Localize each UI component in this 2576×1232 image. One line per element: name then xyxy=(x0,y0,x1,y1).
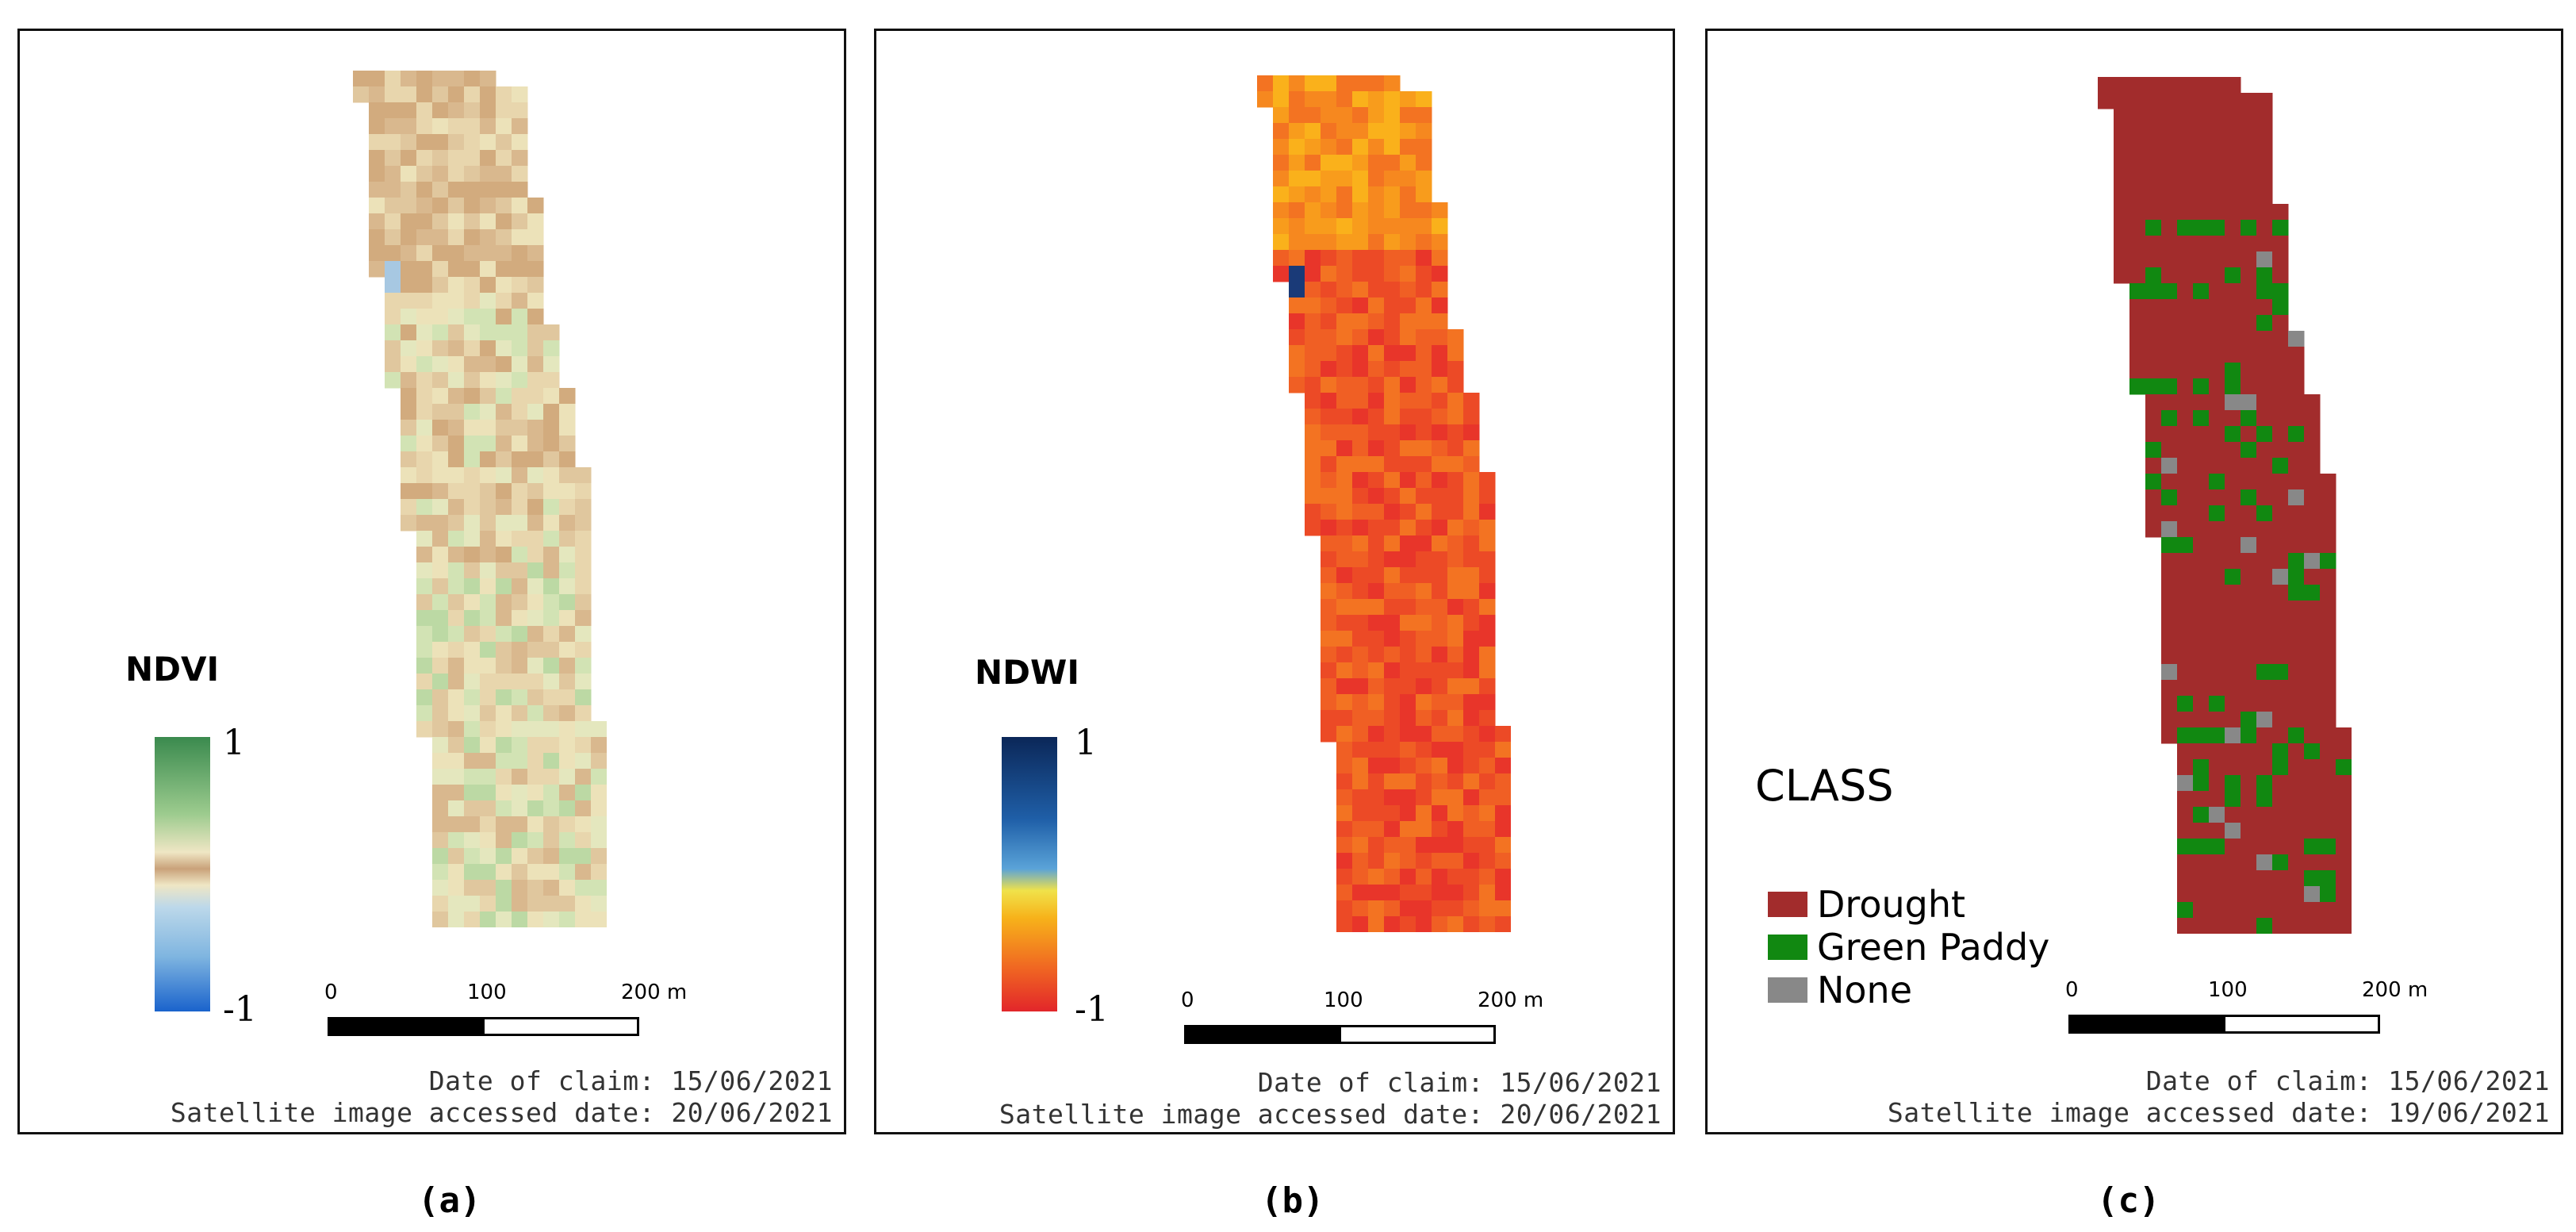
scale-segment-black xyxy=(2068,1015,2225,1034)
accessed-date: Satellite image accessed date: 20/06/202… xyxy=(170,1097,833,1128)
scale-label-200: 200 m xyxy=(2362,978,2428,1002)
legend-min-label: -1 xyxy=(223,989,257,1030)
class-map-panel: CLASS Drought Green Paddy None 0 100 200… xyxy=(1705,29,2563,1134)
scale-label-200: 200 m xyxy=(1478,988,1544,1012)
drought-swatch xyxy=(1768,892,1807,917)
accessed-date: Satellite image accessed date: 20/06/202… xyxy=(999,1099,1662,1130)
ndwi-raster xyxy=(1257,75,1511,932)
caption-c: (c) xyxy=(2097,1180,2160,1221)
date-of-claim: Date of claim: 15/06/2021 xyxy=(428,1065,833,1096)
scale-label-0: 0 xyxy=(2065,978,2079,1002)
scale-segment-white xyxy=(482,1017,639,1036)
scale-bar: 0 100 200 m xyxy=(324,981,803,1044)
date-of-claim: Date of claim: 15/06/2021 xyxy=(2145,1065,2550,1096)
scale-segment-black xyxy=(1184,1025,1341,1044)
scale-label-100: 100 xyxy=(2208,978,2248,1002)
legend-min-label: -1 xyxy=(1075,989,1109,1030)
scale-label-100: 100 xyxy=(467,981,507,1004)
legend-item-drought: Drought xyxy=(1768,883,1965,926)
date-of-claim: Date of claim: 15/06/2021 xyxy=(1257,1067,1662,1098)
legend-title: NDWI xyxy=(975,653,1079,692)
scale-label-0: 0 xyxy=(1181,988,1194,1012)
legend-item-label: Drought xyxy=(1817,883,1966,926)
ndvi-color-ramp xyxy=(155,737,210,1011)
class-raster xyxy=(2098,77,2352,934)
ndvi-map-panel: NDVI 1 -1 0 100 200 m Date of claim: 15/… xyxy=(17,29,846,1134)
scale-segment-black xyxy=(328,1017,485,1036)
legend-max-label: 1 xyxy=(1075,723,1097,763)
legend-item-label: None xyxy=(1817,969,1913,1011)
legend-max-label: 1 xyxy=(223,723,245,763)
scale-label-100: 100 xyxy=(1324,988,1363,1012)
scale-label-200: 200 m xyxy=(621,981,688,1004)
legend-item-none: None xyxy=(1768,969,1912,1011)
legend-title: NDVI xyxy=(125,650,220,689)
ndvi-raster xyxy=(353,71,607,927)
accessed-date: Satellite image accessed date: 19/06/202… xyxy=(1887,1097,2550,1128)
ndwi-map-panel: NDWI 1 -1 0 100 200 m Date of claim: 15/… xyxy=(874,29,1675,1134)
legend-item-green-paddy: Green Paddy xyxy=(1768,926,2049,969)
scale-bar: 0 100 200 m xyxy=(2065,978,2544,1042)
scale-label-0: 0 xyxy=(324,981,338,1004)
green-paddy-swatch xyxy=(1768,935,1807,960)
legend-title: CLASS xyxy=(1755,761,1894,811)
scale-segment-white xyxy=(2223,1015,2380,1034)
scale-segment-white xyxy=(1339,1025,1496,1044)
none-swatch xyxy=(1768,977,1807,1003)
caption-a: (a) xyxy=(418,1180,481,1221)
caption-b: (b) xyxy=(1261,1180,1324,1221)
scale-bar: 0 100 200 m xyxy=(1181,988,1660,1052)
legend-item-label: Green Paddy xyxy=(1817,926,2050,969)
ndwi-color-ramp xyxy=(1002,737,1057,1011)
